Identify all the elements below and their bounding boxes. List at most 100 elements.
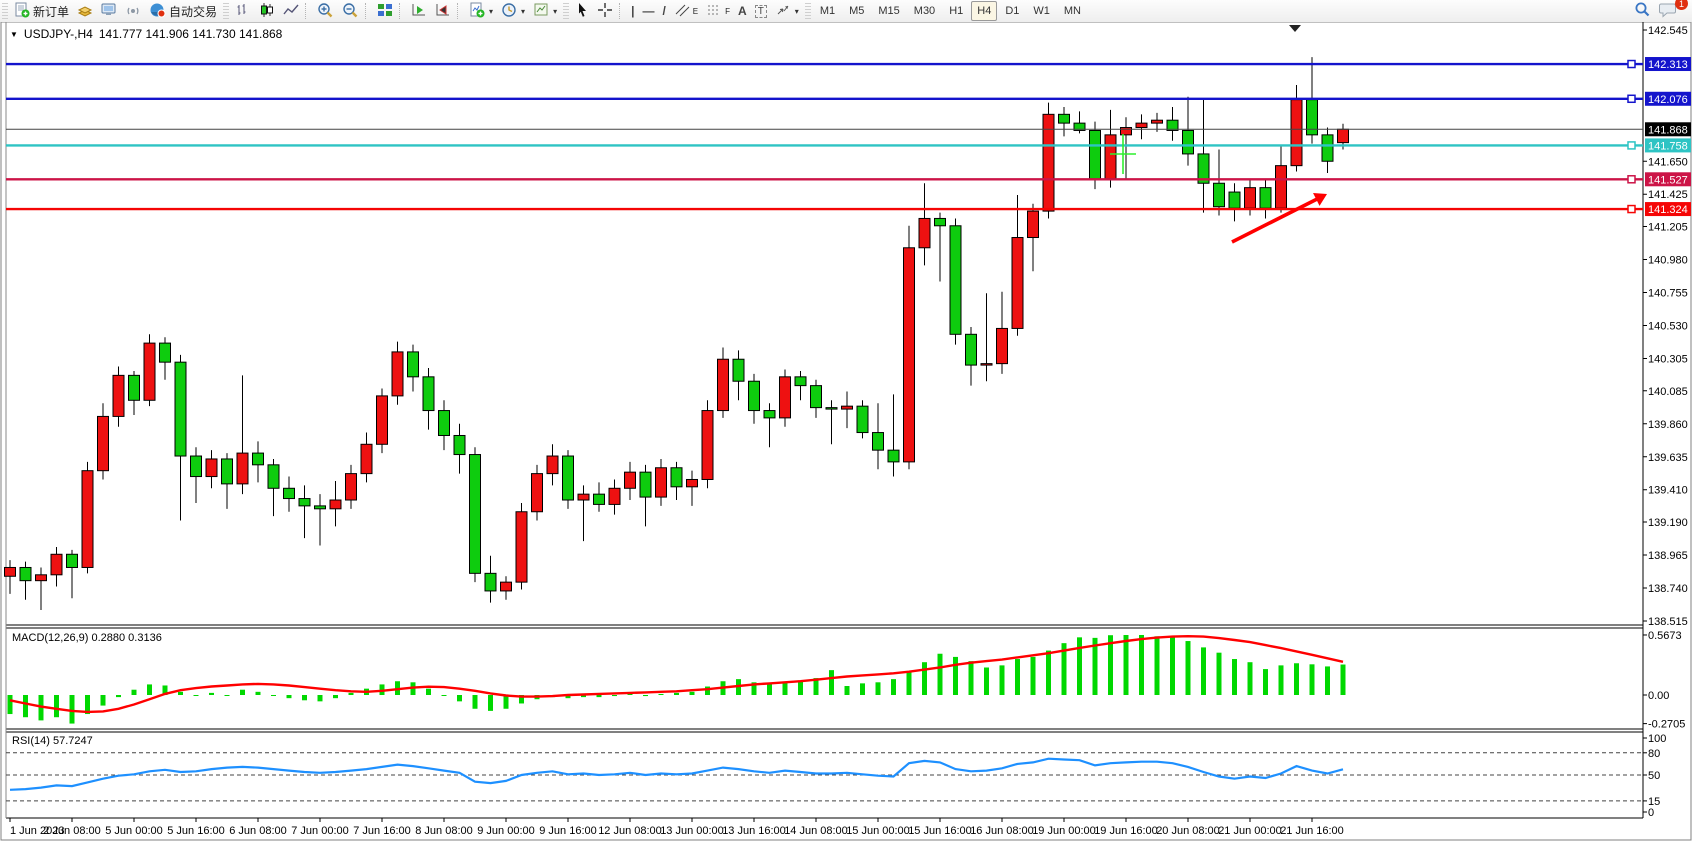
- date-axis-label[interactable]: 5 Jun 16:00: [167, 825, 225, 837]
- price-badge: [1645, 57, 1691, 72]
- horizontal-line-icon: —: [642, 4, 655, 18]
- cursor-icon: [575, 2, 589, 21]
- signals-button[interactable]: [121, 1, 145, 21]
- date-axis-label[interactable]: 8 Jun 08:00: [415, 825, 473, 837]
- date-axis-label[interactable]: 2 Jun 08:00: [43, 825, 101, 837]
- timeframe-button-M5[interactable]: M5: [849, 5, 865, 17]
- date-axis-label[interactable]: 21 Jun 16:00: [1280, 825, 1344, 837]
- macd-histogram-bar: [968, 661, 974, 695]
- price-badge: [1645, 138, 1691, 153]
- rsi-axis-label: 0: [1648, 807, 1654, 819]
- date-axis-label[interactable]: 5 Jun 00:00: [105, 825, 163, 837]
- fibonacci-tool-button[interactable]: F: [702, 1, 734, 21]
- macd-histogram-bar: [178, 691, 183, 695]
- text-tool-button[interactable]: A: [734, 1, 751, 21]
- arrow-annotation[interactable]: [1231, 196, 1321, 244]
- candle: [1151, 119, 1163, 124]
- macd-histogram-bar: [1247, 662, 1253, 695]
- macd-histogram-bar: [937, 653, 943, 695]
- arrows-tool-button[interactable]: ▾: [771, 1, 803, 21]
- chart-symbol-period: USDJPY-,H4: [23, 27, 93, 41]
- price-axis-label: 141.205: [1648, 222, 1688, 234]
- price-axis-label: 138.740: [1648, 583, 1688, 595]
- arrow-annotation-head[interactable]: [1313, 192, 1327, 206]
- date-axis-label[interactable]: 15 Jun 00:00: [846, 825, 910, 837]
- timeframe-button-M1[interactable]: M1: [819, 5, 836, 17]
- line-handle[interactable]: [1627, 141, 1636, 150]
- chart-dropdown-icon[interactable]: ▼: [10, 29, 18, 39]
- cursor-tool-button[interactable]: [571, 1, 593, 21]
- zoom-out-button[interactable]: [338, 1, 363, 21]
- timeframe-button-M30[interactable]: M30: [913, 5, 936, 17]
- candle: [1182, 129, 1194, 155]
- date-axis-label[interactable]: 15 Jun 16:00: [908, 825, 972, 837]
- candle-chart-mode-button[interactable]: [255, 1, 279, 21]
- candle: [732, 358, 745, 382]
- zoom-in-button[interactable]: [313, 1, 338, 21]
- bar-chart-mode-button[interactable]: [231, 1, 255, 21]
- date-axis-label[interactable]: 1 Jun 2023: [10, 825, 64, 837]
- date-axis-label[interactable]: 16 Jun 08:00: [970, 825, 1034, 837]
- candle: [469, 454, 481, 574]
- candle: [1259, 187, 1272, 209]
- date-axis-label[interactable]: 21 Jun 00:00: [1218, 825, 1282, 837]
- line-chart-mode-button[interactable]: [279, 1, 303, 21]
- notifications-button[interactable]: 1: [1655, 0, 1688, 21]
- macd-histogram-bar: [643, 695, 648, 697]
- indicators-button[interactable]: ▾: [465, 1, 497, 21]
- timeframe-button-D1[interactable]: D1: [1005, 5, 1020, 17]
- line-handle[interactable]: [1627, 94, 1636, 104]
- search-button[interactable]: [1629, 1, 1655, 21]
- macd-indicator-label: MACD(12,26,9) 0.2880 0.3136: [12, 632, 162, 644]
- macd-histogram-bar: [751, 682, 757, 695]
- date-axis-label[interactable]: 20 Jun 08:00: [1156, 825, 1220, 837]
- market-watch-button[interactable]: [73, 1, 97, 21]
- crosshair-tool-button[interactable]: [593, 1, 617, 21]
- date-axis-label[interactable]: 14 Jun 08:00: [784, 825, 848, 837]
- candlestick-icon: [259, 2, 275, 21]
- trendline-tool-button[interactable]: /: [658, 1, 669, 21]
- label-tool-button[interactable]: T: [751, 1, 771, 21]
- candle: [655, 467, 667, 498]
- templates-button[interactable]: ▾: [529, 1, 561, 21]
- timeframe-button-W1[interactable]: W1: [1033, 5, 1050, 17]
- timeframe-button-M15[interactable]: M15: [878, 5, 900, 17]
- auto-scroll-button[interactable]: [407, 1, 431, 21]
- vertical-line-tool-button[interactable]: |: [627, 1, 638, 21]
- date-axis-label[interactable]: 19 Jun 16:00: [1094, 825, 1158, 837]
- timeframe-button-H4[interactable]: H4: [971, 1, 998, 21]
- date-axis-label[interactable]: 13 Jun 00:00: [660, 825, 724, 837]
- horizontal-line-tool-button[interactable]: —: [638, 1, 658, 21]
- channel-tool-button[interactable]: E: [670, 1, 702, 21]
- new-order-button[interactable]: 新订单: [10, 1, 73, 21]
- macd-histogram-bar: [23, 695, 28, 718]
- line-handle[interactable]: [1627, 175, 1636, 184]
- toolbar-grip: [804, 3, 811, 19]
- date-axis-label[interactable]: 12 Jun 08:00: [598, 825, 662, 837]
- candle: [267, 464, 280, 489]
- macd-histogram-bar: [1232, 659, 1237, 695]
- line-handle[interactable]: [1627, 59, 1636, 69]
- date-axis-label[interactable]: 9 Jun 00:00: [477, 825, 535, 837]
- date-axis-label[interactable]: 7 Jun 16:00: [353, 825, 411, 837]
- date-axis-label[interactable]: 7 Jun 00:00: [291, 825, 349, 837]
- timeframe-button-MN[interactable]: MN: [1063, 5, 1081, 17]
- auto-trading-button[interactable]: 自动交易: [145, 1, 221, 21]
- tile-windows-button[interactable]: [373, 1, 397, 21]
- macd-axis-label: 0.5673: [1648, 630, 1682, 642]
- periods-button[interactable]: ▾: [497, 1, 529, 21]
- timeframe-button-H1[interactable]: H1: [949, 5, 964, 17]
- price-badge-label: 142.313: [1648, 59, 1688, 71]
- date-axis-label[interactable]: 6 Jun 08:00: [229, 825, 287, 837]
- date-axis-label[interactable]: 9 Jun 16:00: [539, 825, 597, 837]
- line-handle[interactable]: [1627, 204, 1636, 214]
- macd-histogram-bar: [1154, 636, 1160, 695]
- candle: [81, 470, 94, 568]
- date-axis-label[interactable]: 13 Jun 16:00: [722, 825, 786, 837]
- terminal-button[interactable]: [97, 1, 121, 21]
- candle: [593, 493, 605, 505]
- chart-shift-button[interactable]: [431, 1, 455, 21]
- date-axis-label[interactable]: 19 Jun 00:00: [1032, 825, 1096, 837]
- candle: [701, 410, 714, 480]
- macd-histogram-bar: [1201, 647, 1206, 695]
